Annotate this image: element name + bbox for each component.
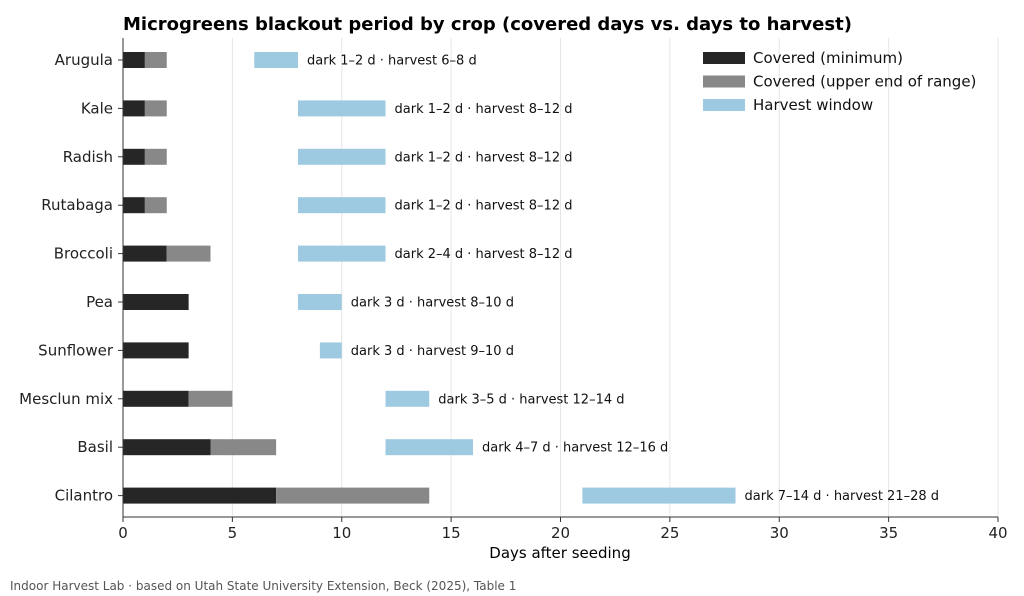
bar-covered-upper-cilantro <box>276 487 430 504</box>
bar-covered-upper-radish <box>144 148 167 165</box>
x-tick-label-10: 10 <box>332 524 351 542</box>
bar-harvest-basil <box>385 439 473 456</box>
legend: Covered (minimum) Covered (upper end of r… <box>703 49 976 114</box>
axes: Arugula Kale Radish Rutabaga Broccoli Pea Sunf… <box>19 38 1008 542</box>
bar-harvest-broccoli <box>298 245 386 262</box>
bar-harvest-arugula <box>254 52 298 68</box>
bar-covered-min-cilantro <box>123 487 277 504</box>
grid-lines <box>231 38 999 517</box>
chart-title: Microgreens blackout period by crop (cov… <box>123 14 852 35</box>
bar-covered-upper-broccoli <box>166 245 211 262</box>
legend-swatch-1 <box>703 75 745 88</box>
bar-covered-upper-basil <box>210 439 277 456</box>
x-tick-label-35: 35 <box>879 524 898 542</box>
bar-harvest-kale <box>298 100 386 117</box>
bar-covered-min-broccoli <box>123 245 167 262</box>
category-label-mesclun-mix: Mesclun mix <box>19 390 113 408</box>
data-label-sunflower: dark 3 d · harvest 9–10 d <box>351 344 514 359</box>
data-label-kale: dark 1–2 d · harvest 8–12 d <box>395 102 573 117</box>
bar-covered-min-arugula <box>123 52 145 68</box>
category-label-cilantro: Cilantro <box>55 487 113 505</box>
bar-harvest-sunflower <box>319 342 342 359</box>
bar-harvest-radish <box>298 148 386 165</box>
x-tick-label-30: 30 <box>770 524 789 542</box>
category-label-basil: Basil <box>77 438 113 456</box>
bar-covered-min-mesclun-mix <box>123 390 189 407</box>
bars-layer <box>123 52 736 504</box>
category-label-radish: Radish <box>63 148 113 166</box>
category-label-kale: Kale <box>81 99 113 117</box>
data-label-radish: dark 1–2 d · harvest 8–12 d <box>395 150 573 165</box>
bar-harvest-rutabaga <box>298 197 386 214</box>
legend-swatch-2 <box>703 99 745 111</box>
x-tick-label-5: 5 <box>228 524 238 542</box>
category-label-sunflower: Sunflower <box>38 341 114 359</box>
data-label-basil: dark 4–7 d · harvest 12–16 d <box>482 441 668 456</box>
category-label-pea: Pea <box>86 293 113 311</box>
x-tick-label-25: 25 <box>660 524 679 542</box>
bar-covered-min-basil <box>123 439 211 456</box>
data-label-cilantro: dark 7–14 d · harvest 21–28 d <box>745 489 940 504</box>
bar-covered-upper-mesclun-mix <box>188 390 233 407</box>
bar-harvest-cilantro <box>582 487 736 504</box>
bar-covered-min-sunflower <box>123 342 189 359</box>
x-tick-label-15: 15 <box>442 524 461 542</box>
bar-covered-upper-arugula <box>144 52 167 68</box>
bar-covered-upper-kale <box>144 100 167 117</box>
category-label-broccoli: Broccoli <box>54 245 113 263</box>
x-tick-label-20: 20 <box>551 524 570 542</box>
x-axis-label: Days after seeding <box>489 544 630 562</box>
x-tick-label-0: 0 <box>118 524 128 542</box>
data-label-mesclun-mix: dark 3–5 d · harvest 12–14 d <box>438 392 624 407</box>
category-label-rutabaga: Rutabaga <box>41 196 113 214</box>
legend-label-2: Harvest window <box>753 96 873 114</box>
bar-harvest-mesclun-mix <box>385 390 430 407</box>
footer-source: Indoor Harvest Lab · based on Utah State… <box>10 579 516 593</box>
bar-covered-min-kale <box>123 100 145 117</box>
legend-label-1: Covered (upper end of range) <box>753 73 976 91</box>
bar-covered-min-rutabaga <box>123 197 145 214</box>
bar-harvest-pea <box>298 294 342 310</box>
x-tick-label-40: 40 <box>988 524 1007 542</box>
data-label-pea: dark 3 d · harvest 8–10 d <box>351 296 514 311</box>
category-label-arugula: Arugula <box>55 51 113 69</box>
data-label-broccoli: dark 2–4 d · harvest 8–12 d <box>395 247 573 262</box>
data-label-rutabaga: dark 1–2 d · harvest 8–12 d <box>395 199 573 214</box>
bar-covered-min-pea <box>123 294 189 310</box>
bar-covered-min-radish <box>123 148 145 165</box>
bar-covered-upper-rutabaga <box>144 197 167 214</box>
legend-swatch-0 <box>703 52 745 64</box>
data-labels-layer: dark 1–2 d · harvest 6–8 d dark 1–2 d · h… <box>307 54 939 505</box>
legend-label-0: Covered (minimum) <box>753 49 903 67</box>
data-label-arugula: dark 1–2 d · harvest 6–8 d <box>307 54 477 69</box>
